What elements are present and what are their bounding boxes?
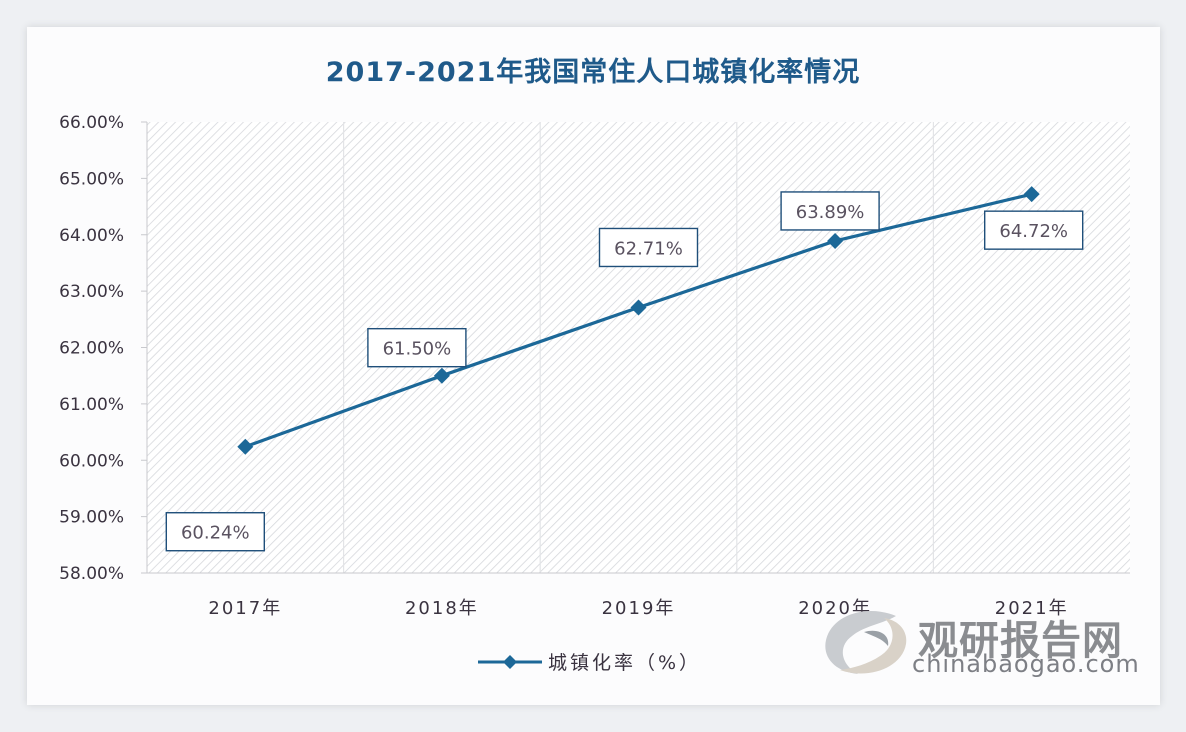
y-tick-label: 59.00%	[59, 508, 124, 528]
legend-line-diamond-icon	[478, 654, 542, 669]
data-label-value: 64.72%	[999, 221, 1068, 242]
x-axis: 2017年 2018年 2019年 2020年 2021年	[141, 572, 1130, 619]
x-tick-label: 2020年	[798, 598, 872, 619]
data-point-diamond-icon	[630, 299, 647, 316]
legend-label: 城镇化率（%）	[548, 652, 702, 674]
data-label-value: 60.24%	[181, 523, 250, 544]
data-label-box	[780, 191, 880, 231]
y-tick-label: 58.00%	[59, 564, 124, 584]
data-label-box	[598, 227, 699, 268]
x-tick-label: 2021年	[995, 598, 1069, 619]
data-label-box	[367, 327, 467, 368]
y-axis: 66.00% 65.00% 64.00% 63.00% 62.00% 61.00% 60.0…	[59, 113, 148, 584]
x-tick-label: 2018年	[405, 598, 479, 619]
series-urbanization-rate	[237, 186, 1040, 455]
y-tick-label: 60.00%	[59, 451, 124, 471]
chart-title: 2017-2021年我国常住人口城镇化率情况	[325, 57, 861, 88]
y-tick-label: 61.00%	[59, 395, 124, 415]
y-tick-label: 66.00%	[59, 113, 124, 133]
data-point-diamond-icon	[1023, 186, 1040, 203]
data-label-value: 63.89%	[796, 202, 865, 223]
data-point-diamond-icon	[827, 232, 844, 249]
x-tick-label: 2017年	[208, 598, 282, 619]
data-label-box	[165, 512, 266, 552]
data-point-diamond-icon	[237, 438, 254, 455]
legend: 城镇化率（%）	[478, 648, 701, 675]
watermark: 观研报告网 chinabaogao.com	[818, 602, 1139, 686]
data-label-value: 61.50%	[383, 339, 452, 360]
y-tick-label: 64.00%	[59, 226, 124, 246]
watermark-logo-icon	[825, 610, 907, 674]
data-label-value: 62.71%	[614, 238, 683, 259]
watermark-domain: chinabaogao.com	[912, 650, 1140, 678]
x-tick-label: 2019年	[602, 598, 676, 619]
y-tick-label: 63.00%	[59, 282, 124, 302]
y-tick-label: 65.00%	[59, 169, 124, 189]
data-labels: 60.24% 61.50% 62.71% 63.89% 64.72%	[165, 191, 1084, 552]
y-tick-label: 62.00%	[59, 339, 124, 359]
data-label-box	[984, 210, 1084, 250]
watermark-name: 观研报告网	[918, 618, 1123, 664]
data-point-diamond-icon	[433, 367, 450, 384]
plot-area	[147, 122, 1130, 573]
